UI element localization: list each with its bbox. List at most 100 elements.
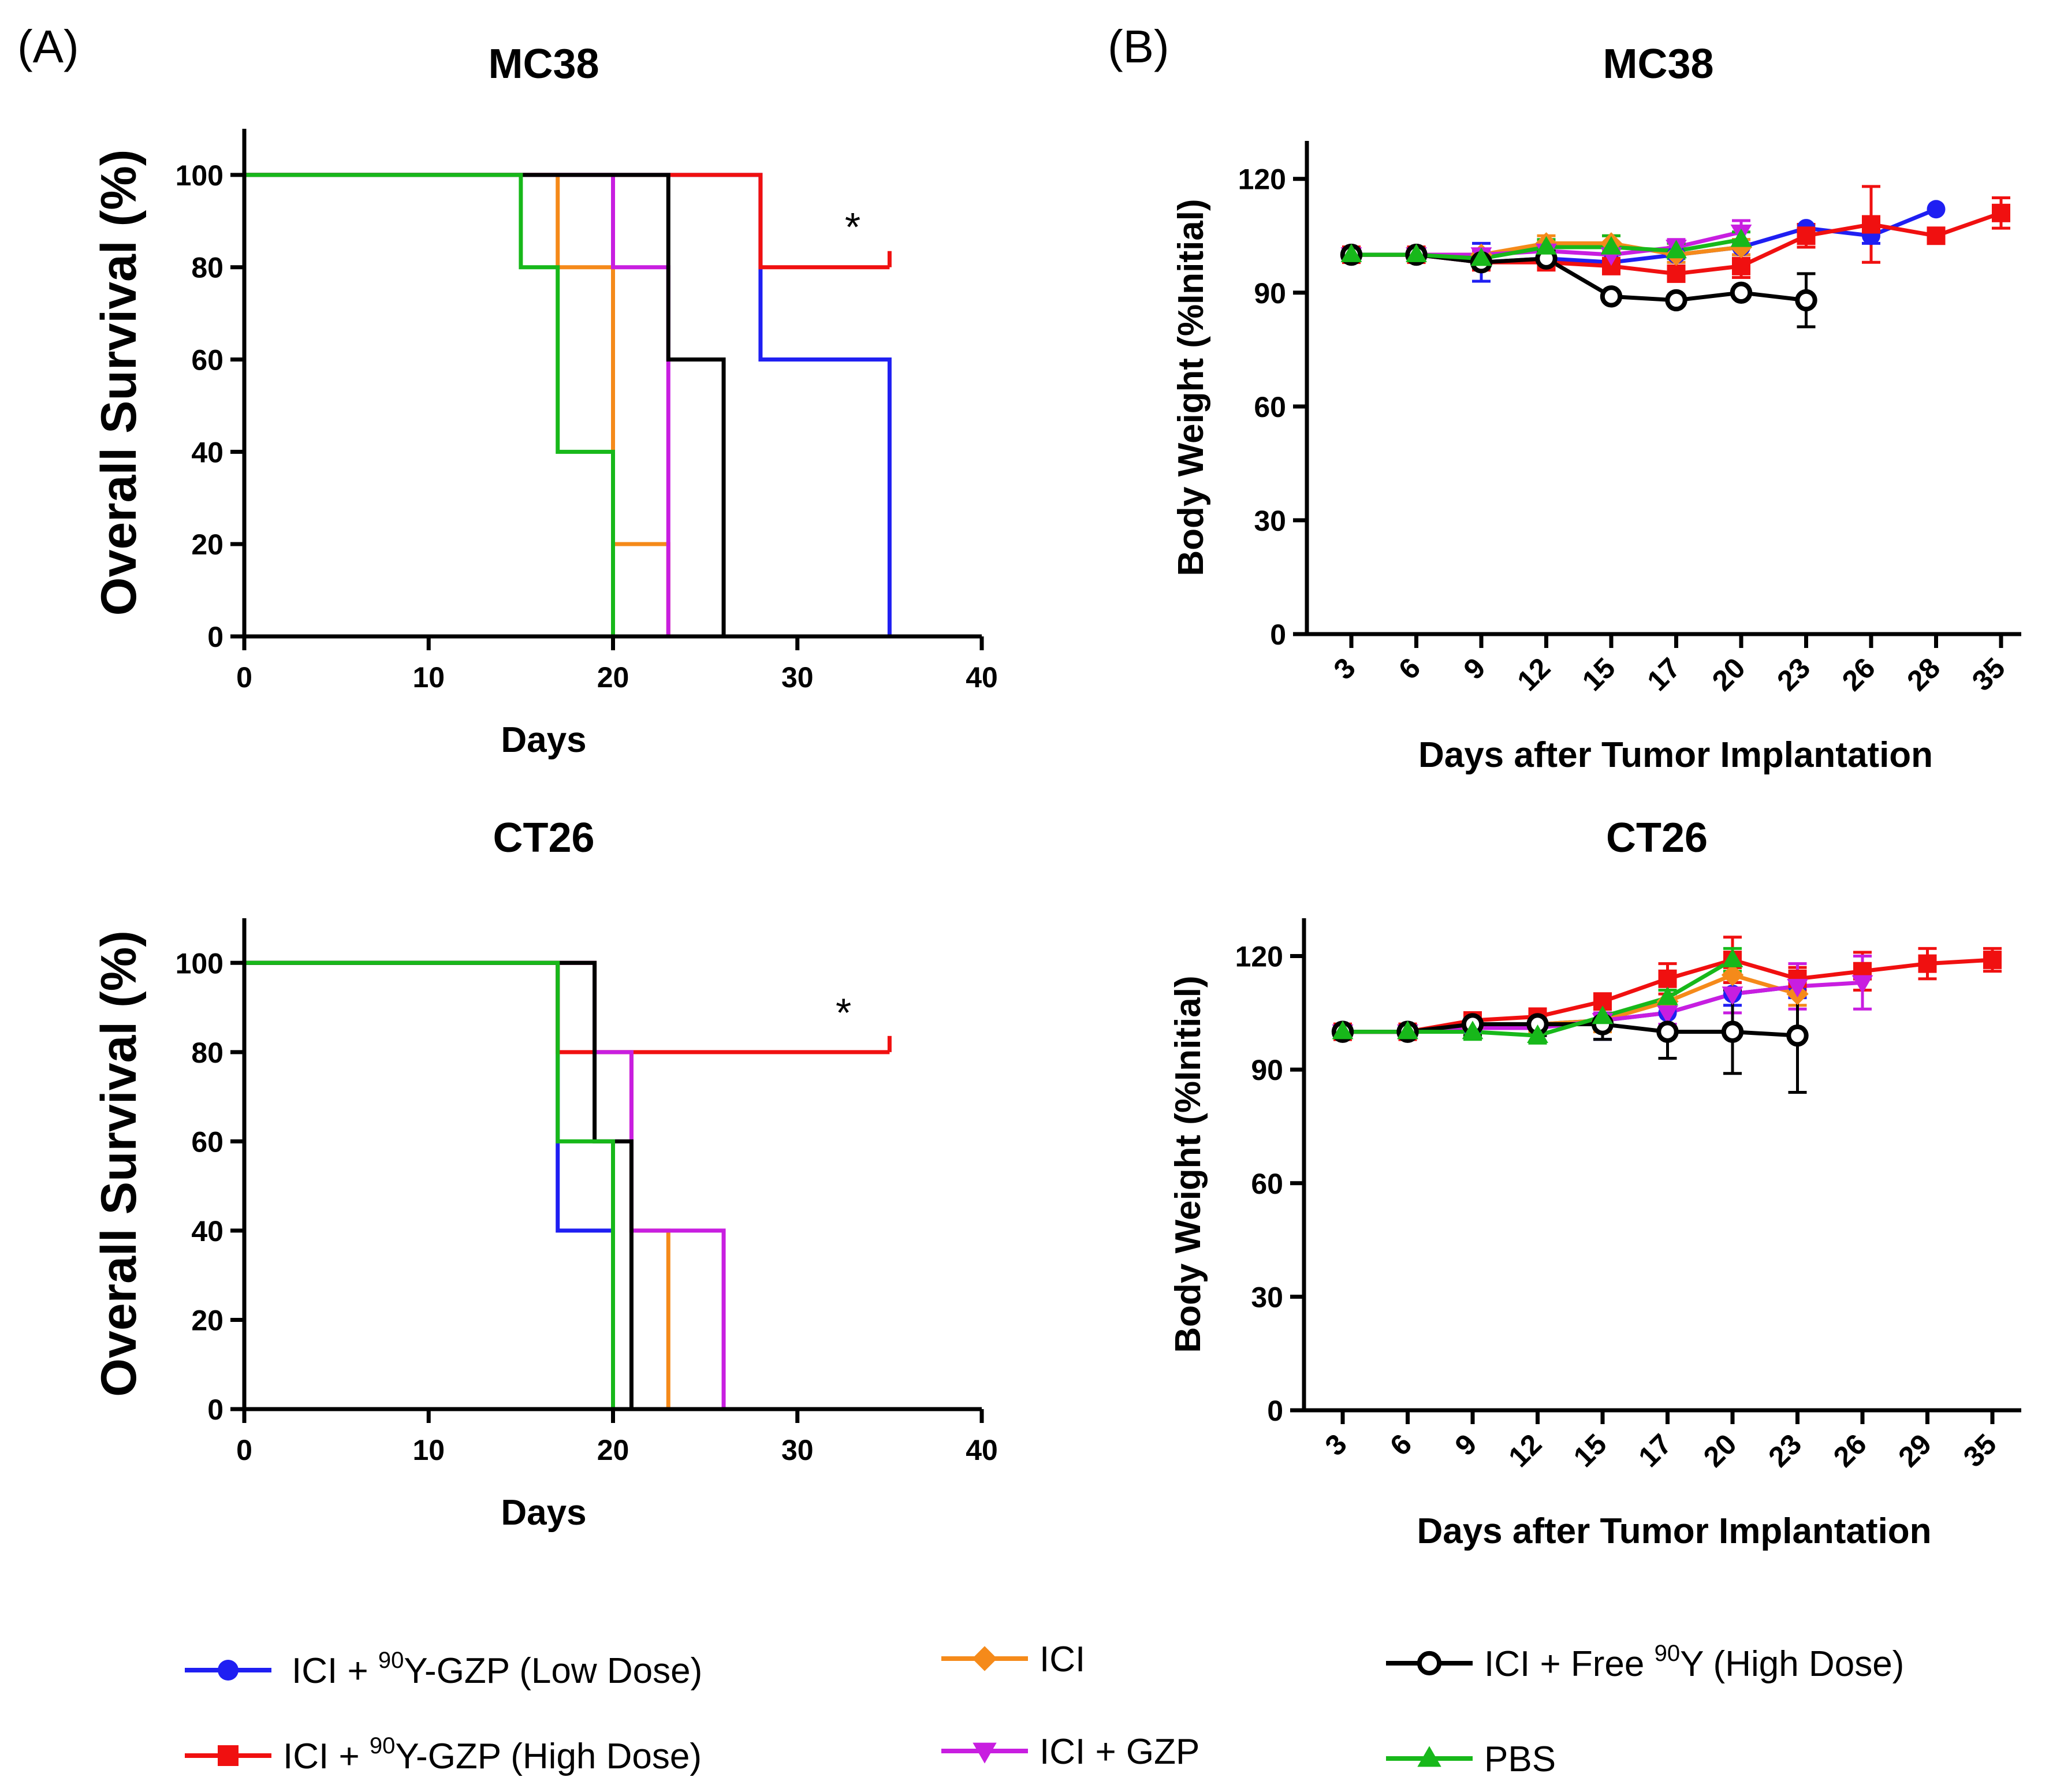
data-point-gzp <box>1657 1005 1678 1024</box>
survival-curve-ici <box>244 173 670 636</box>
legend-marker-icon <box>1417 1651 1442 1676</box>
x-tick-label: 17 <box>1632 1428 1678 1473</box>
survival-curve-pbs <box>244 173 615 636</box>
chart-survival-mc38: MC38 0 20 40 60 80 100 0 10 20 30 40 Days Overall Sur… <box>91 41 998 760</box>
legend-marker-icon <box>218 1660 239 1681</box>
chart-weight-ct26: CT26 0 30 60 90 120 3 6 9 12 15 17 20 23 26 29 35 Days af… <box>1168 815 2021 1551</box>
legend-label-sup: 90 <box>370 1733 396 1759</box>
legend-label-post: Y-GZP (High Dose) <box>395 1737 702 1776</box>
survival-curve-high <box>244 173 890 270</box>
y-tick-label: 40 <box>191 436 223 468</box>
survival-curve-gzp <box>244 960 726 1409</box>
data-point-high <box>1732 256 1750 275</box>
y-tick-label: 60 <box>191 344 223 377</box>
legend-item-pbs: PBS <box>1386 1739 1556 1779</box>
x-tick-label: 10 <box>412 1434 445 1466</box>
x-tick-label: 40 <box>966 1434 998 1466</box>
chart-title: MC38 <box>488 41 599 87</box>
data-point-high <box>1797 226 1816 245</box>
data-point-free <box>1665 289 1687 312</box>
x-tick-label: 30 <box>781 661 814 694</box>
data-point-high <box>1667 264 1686 283</box>
data-point-free <box>1656 1020 1679 1043</box>
x-tick-label: 10 <box>412 661 445 694</box>
y-tick-label: 90 <box>1254 277 1286 310</box>
y-axis-title: Body Weight (%Initial) <box>1171 199 1211 576</box>
x-tick-label: 20 <box>597 1434 629 1466</box>
y-tick-label: 30 <box>1251 1281 1283 1313</box>
data-point-pbs <box>1657 986 1678 1005</box>
chart-weight-mc38: MC38 0 30 60 90 120 3 6 9 12 15 17 20 23 26 28 35 Days af… <box>1171 41 2021 775</box>
x-tick-label: 20 <box>1697 1428 1743 1473</box>
y-tick-label: 80 <box>191 1037 223 1069</box>
x-tick-label: 35 <box>1957 1428 2003 1473</box>
data-point-high <box>1927 226 1946 245</box>
data-point-high <box>1983 951 2002 970</box>
x-tick-label: 26 <box>1827 1428 1873 1473</box>
legend-label-post: Y-GZP (Low Dose) <box>404 1651 702 1691</box>
y-tick-label: 120 <box>1235 941 1283 973</box>
legend-label-pre: ICI + <box>283 1737 370 1776</box>
x-tick-label: 6 <box>1392 651 1426 685</box>
survival-curve-low <box>244 173 892 636</box>
legend-item-low: ICI + 90Y-GZP (Low Dose) <box>185 1648 702 1691</box>
y-tick-label: 20 <box>191 528 223 561</box>
legend-marker-icon <box>1417 1746 1441 1767</box>
data-point-free <box>1786 1024 1809 1047</box>
y-tick-label: 60 <box>191 1126 223 1158</box>
chart-survival-ct26: CT26 0 20 40 60 80 100 0 10 20 30 40 Days Overall Sur… <box>91 815 998 1533</box>
y-tick-label: 40 <box>191 1215 223 1247</box>
data-point-free <box>1721 1020 1744 1043</box>
data-point-pbs <box>1600 236 1622 255</box>
data-point-free <box>1730 281 1753 304</box>
x-tick-label: 15 <box>1576 651 1622 697</box>
legend-label-pre: PBS <box>1484 1739 1556 1779</box>
legend-marker-icon <box>973 1742 997 1764</box>
data-point-pbs <box>1527 1024 1548 1043</box>
x-tick-label: 17 <box>1641 651 1686 697</box>
panel-label-a: (A) <box>17 21 79 72</box>
x-tick-label: 9 <box>1449 1428 1483 1462</box>
data-point-pbs <box>1340 243 1362 262</box>
x-tick-label: 0 <box>236 661 252 694</box>
y-axis-title: Overall Survival (%) <box>91 930 147 1397</box>
survival-curve-free <box>244 960 634 1409</box>
y-tick-label: 80 <box>191 252 223 284</box>
survival-curve-gzp <box>244 173 670 636</box>
legend-item-gzp: ICI + GZP <box>941 1732 1199 1772</box>
data-point-pbs <box>1722 948 1743 967</box>
y-axis-title: Overall Survival (%) <box>91 150 147 616</box>
data-point-ici <box>1721 964 1744 986</box>
legend-label: ICI <box>1040 1640 1085 1679</box>
x-tick-label: 12 <box>1511 651 1556 697</box>
survival-curve-ici <box>244 960 670 1409</box>
data-point-pbs <box>1666 240 1687 259</box>
legend: ICI + 90Y-GZP (Low Dose)ICI + 90Y-GZP (H… <box>185 1640 1904 1779</box>
data-point-high <box>1658 969 1677 988</box>
x-tick-label: 15 <box>1567 1428 1613 1473</box>
legend-label-pre: ICI + <box>292 1651 378 1691</box>
survival-curve-high <box>244 960 890 1055</box>
survival-curve-free <box>244 173 726 636</box>
data-point-pbs <box>1332 1020 1354 1040</box>
y-tick-label: 100 <box>176 159 223 192</box>
data-point-pbs <box>1406 243 1427 262</box>
chart-title: CT26 <box>493 815 594 861</box>
data-point-high <box>1862 215 1880 234</box>
legend-label: PBS <box>1484 1739 1556 1779</box>
data-point-pbs <box>1397 1020 1418 1040</box>
x-tick-label: 28 <box>1901 651 1946 697</box>
chart-title: MC38 <box>1603 41 1713 87</box>
legend-label-pre: ICI <box>1040 1640 1085 1679</box>
legend-label-post: Y (High Dose) <box>1680 1644 1904 1684</box>
x-tick-label: 0 <box>236 1434 252 1466</box>
x-axis-title: Days after Tumor Implantation <box>1417 1511 1931 1551</box>
x-tick-label: 3 <box>1328 651 1362 685</box>
data-point-high <box>1918 954 1937 973</box>
legend-item-ici: ICI <box>941 1640 1085 1679</box>
y-tick-label: 0 <box>207 1394 223 1426</box>
data-point-free <box>1600 285 1623 308</box>
x-tick-label: 23 <box>1771 651 1816 697</box>
x-tick-label: 23 <box>1762 1428 1808 1473</box>
data-point-low <box>1927 200 1946 219</box>
